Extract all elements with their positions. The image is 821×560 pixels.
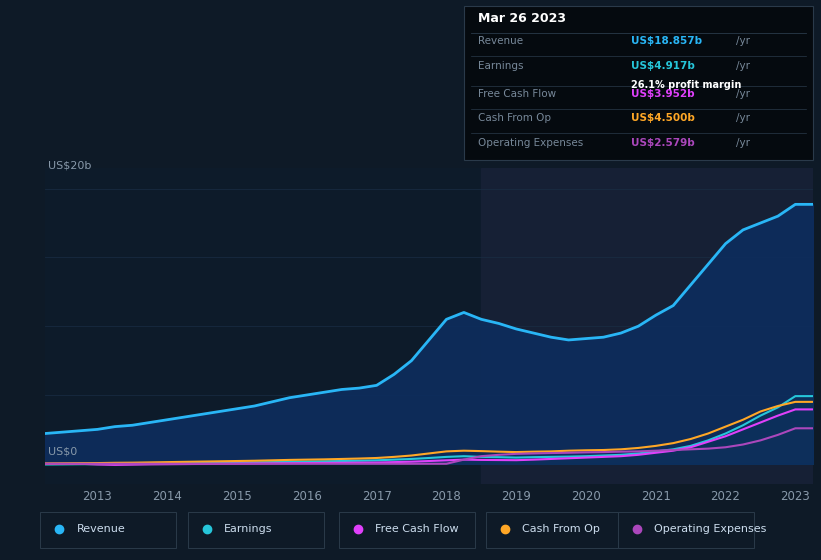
FancyBboxPatch shape [188,512,323,548]
Text: /yr: /yr [736,138,750,148]
FancyBboxPatch shape [339,512,475,548]
FancyBboxPatch shape [618,512,754,548]
Text: Revenue: Revenue [76,524,126,534]
Text: Cash From Op: Cash From Op [522,524,600,534]
Text: US$4.917b: US$4.917b [631,61,695,71]
Text: Mar 26 2023: Mar 26 2023 [478,12,566,25]
Text: /yr: /yr [736,88,750,99]
FancyBboxPatch shape [486,512,622,548]
Text: US$18.857b: US$18.857b [631,36,703,46]
FancyBboxPatch shape [40,512,177,548]
Text: Cash From Op: Cash From Op [478,114,551,123]
Text: Free Cash Flow: Free Cash Flow [375,524,459,534]
Text: Free Cash Flow: Free Cash Flow [478,88,556,99]
Text: /yr: /yr [736,61,750,71]
Text: Operating Expenses: Operating Expenses [654,524,767,534]
Text: US$4.500b: US$4.500b [631,114,695,123]
Text: US$3.952b: US$3.952b [631,88,695,99]
Text: US$2.579b: US$2.579b [631,138,695,148]
Text: Operating Expenses: Operating Expenses [478,138,583,148]
Text: Earnings: Earnings [224,524,273,534]
Text: /yr: /yr [736,36,750,46]
Text: US$20b: US$20b [48,161,91,171]
Bar [481,168,816,484]
Text: Revenue: Revenue [478,36,523,46]
FancyBboxPatch shape [464,6,813,160]
Text: US$0: US$0 [48,446,77,456]
Text: /yr: /yr [736,114,750,123]
Text: 26.1% profit margin: 26.1% profit margin [631,80,741,90]
Text: Earnings: Earnings [478,61,523,71]
